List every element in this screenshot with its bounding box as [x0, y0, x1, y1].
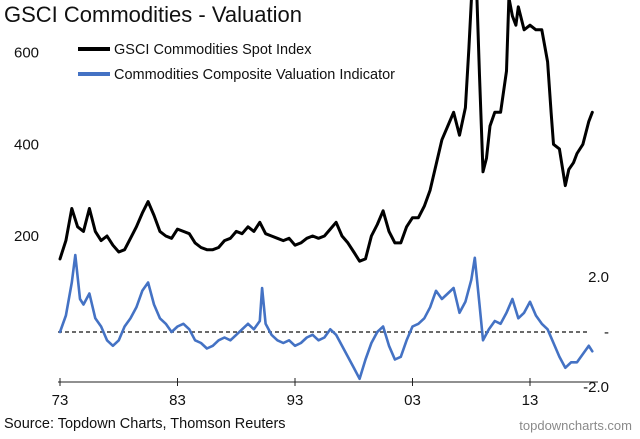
x-tick-label: 83 — [169, 392, 186, 409]
left-tick-label: 600 — [14, 45, 39, 62]
legend-label: GSCI Commodities Spot Index — [114, 42, 312, 58]
source-note: Source: Topdown Charts, Thomson Reuters — [4, 416, 286, 432]
right-tick-label: -2.0 — [583, 379, 609, 396]
right-tick-label: - — [604, 324, 609, 341]
x-tick-label: 03 — [404, 392, 421, 409]
brand-watermark: topdowncharts.com — [519, 418, 632, 433]
legend: GSCI Commodities Spot Index Commodities C… — [78, 42, 395, 83]
series-line-gsci-spot-index — [58, 0, 594, 263]
left-tick-label: 400 — [14, 136, 39, 153]
chart-title: GSCI Commodities - Valuation — [4, 2, 302, 27]
series-line-valuation-indicator — [58, 253, 594, 381]
legend-label: Commodities Composite Valuation Indicato… — [114, 67, 395, 83]
left-axis-ticks: 800600400200 — [14, 45, 39, 245]
x-tick-label: 73 — [52, 392, 69, 409]
left-tick-label: 200 — [14, 228, 39, 245]
right-tick-label: 2.0 — [588, 269, 609, 286]
x-tick-label: 13 — [522, 392, 539, 409]
series-lines — [58, 0, 594, 381]
x-axis: 73 83 93 03 13 — [52, 378, 598, 409]
right-axis-ticks: 2.0 - -2.0 — [583, 269, 609, 396]
x-tick-label: 93 — [287, 392, 304, 409]
